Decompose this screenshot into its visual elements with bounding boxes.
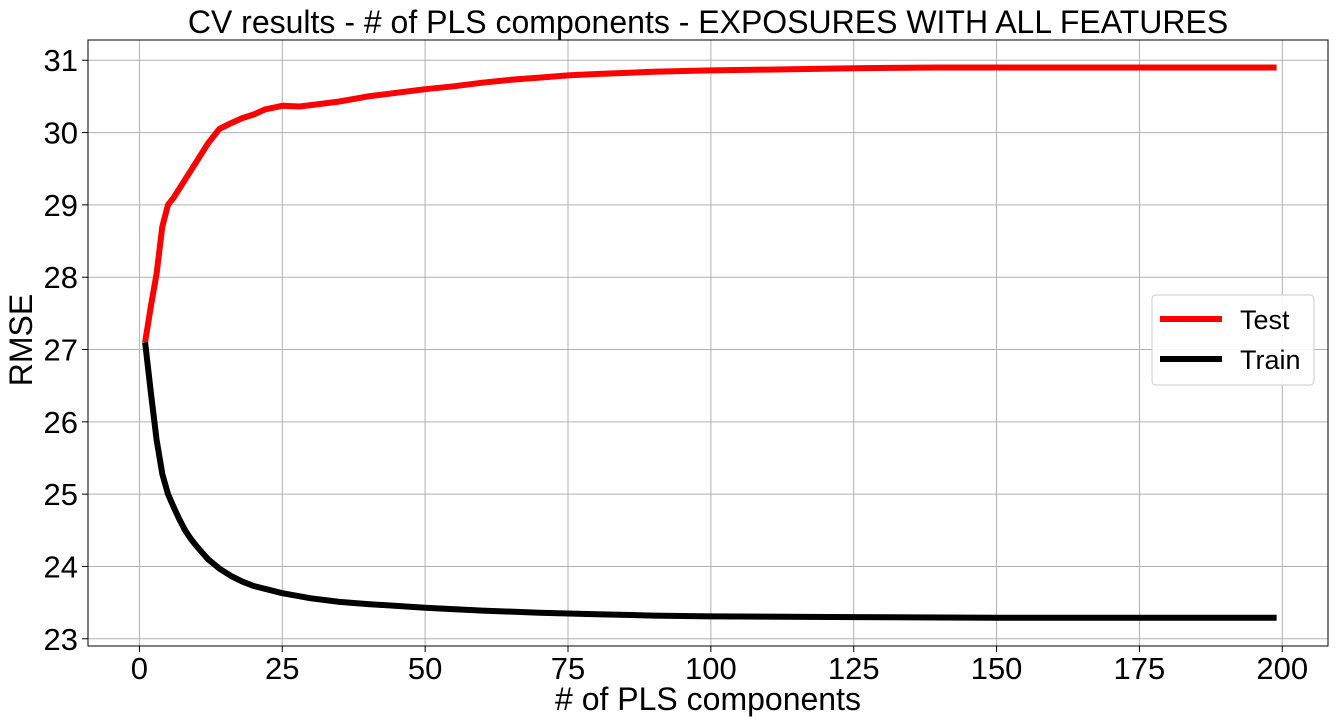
plot-frame	[87, 39, 1329, 647]
y-tick-label: 30	[44, 116, 78, 151]
x-tick-label: 50	[408, 651, 442, 686]
x-tick-label: 100	[685, 651, 737, 686]
x-tick-label: 75	[551, 651, 585, 686]
legend: Test Train	[1151, 294, 1315, 386]
y-tick-label: 29	[44, 188, 78, 223]
series-lines	[142, 64, 1277, 621]
chart-title: CV results - # of PLS components - EXPOS…	[188, 4, 1228, 40]
x-tick-label: 25	[265, 651, 299, 686]
series-line-train	[142, 341, 1277, 621]
x-tick-label: 175	[1114, 651, 1166, 686]
legend-label-test: Test	[1240, 305, 1290, 335]
y-tick-label: 26	[44, 405, 78, 440]
x-axis-label: # of PLS components	[555, 681, 861, 717]
y-tick-label: 25	[44, 477, 78, 512]
x-tick-label: 125	[828, 651, 880, 686]
y-tick-label: 31	[44, 43, 78, 78]
y-tick-label: 27	[44, 333, 78, 368]
series-line-test	[142, 64, 1277, 343]
grid-lines	[88, 40, 1328, 646]
x-tick-label: 200	[1256, 651, 1308, 686]
legend-label-train: Train	[1240, 345, 1301, 375]
y-tick-label: 28	[44, 260, 78, 295]
axis-ticks: 0 25 50 75 100 125 150 175 200 23 24 25 26 27 28 29 30 31	[44, 43, 1309, 686]
y-tick-label: 23	[44, 622, 78, 657]
y-tick-label: 24	[44, 549, 78, 584]
y-axis-label: RMSE	[3, 294, 39, 386]
x-tick-label: 150	[971, 651, 1023, 686]
x-tick-label: 0	[131, 651, 148, 686]
